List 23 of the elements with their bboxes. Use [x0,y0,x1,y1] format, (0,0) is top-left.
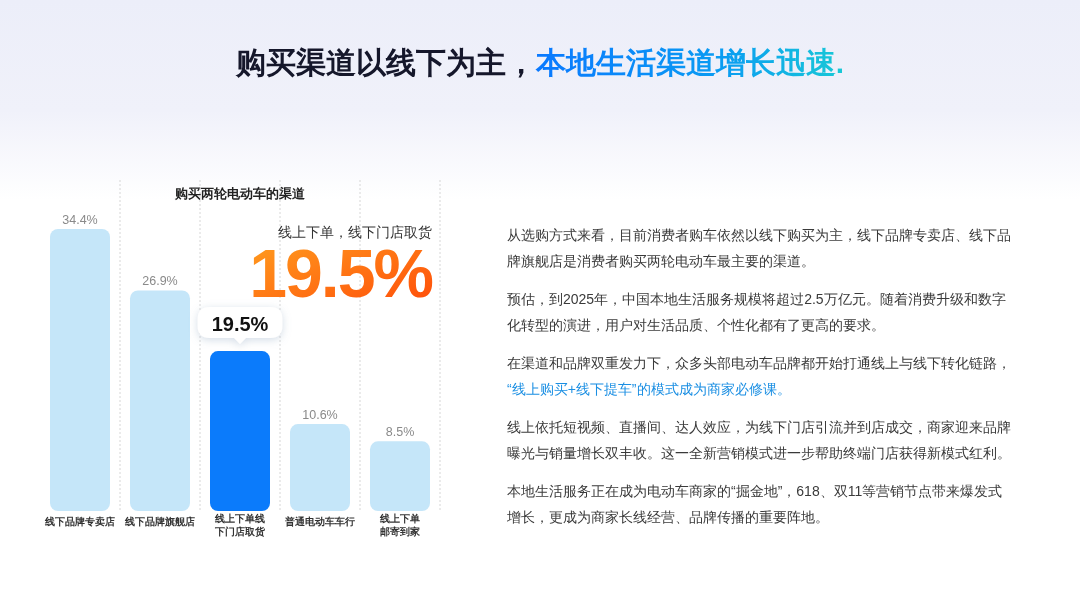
text: 从选购方式来看，目前消费者购车依然以线下购买为主，线下品牌专卖店、线下品牌旗舰店是消费者购买两轮电动车最主要的渠道。 [507,226,1012,271]
bar [130,290,190,511]
bar [290,424,350,511]
annotation: 线上下单，线下门店取货 19.5% [249,224,433,312]
bar [210,351,270,511]
text: 线上依托短视频、直播间、达人效应，为线下门店引流并到店成交，商家迎来品牌曝光与销量增长双丰收。这一全新营销模式进一步帮助终端门店获得新模式红利。 [507,418,1012,463]
data-label: 26.9% [142,274,178,289]
x-tick-label: 线上下单线下门店取货 [214,513,266,537]
bar [50,228,110,511]
chart-subtitle: 购买两轮电动车的渠道 [174,186,306,201]
data-label: 34.4% [62,212,98,227]
x-tick-label: 线下品牌旗舰店 [124,516,195,527]
text: 预估，到2025年，中国本地生活服务规模将超过2.5万亿元。随着消费升级和数字化转型的演进，用户对生活品质、个性化都有了更高的要求。 [507,290,1007,335]
data-label: 19.5% [211,313,269,336]
x-tick-label: 线下品牌专卖店 [44,516,115,527]
text: 在渠道和品牌双重发力下，众多头部电动车品牌都开始打通线上与线下转化链路， “线上购买+线下提车”的模式成为商家必修课。 [507,354,1012,399]
x-tick-label: 线上下单邮寄到家 [379,513,420,537]
x-tick-label: 普通电动车车行 [284,516,355,527]
bar [370,441,430,511]
text: 购买渠道以线下为主，本地生活渠道增长迅速. [234,46,845,79]
text: 本地生活服务正在成为电动车商家的“掘金地”，618、双11等营销节点带来爆发式增长，更成为商家长线经营、品牌传播的重要阵地。 [507,482,1004,527]
data-label: 8.5% [385,425,415,440]
data-label: 10.6% [302,408,338,423]
